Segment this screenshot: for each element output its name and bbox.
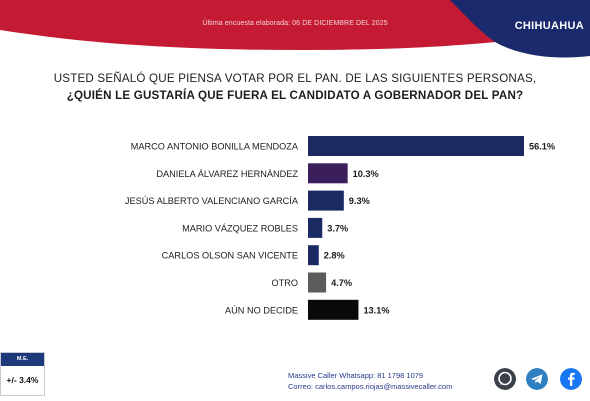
category-label: JESÚS ALBERTO VALENCIANO GARCÍA	[125, 196, 299, 206]
value-label: 56.1%	[529, 142, 555, 152]
question-line-2: ¿QUIÉN LE GUSTARÍA QUE FUERA EL CANDIDAT…	[66, 89, 524, 102]
bar	[308, 217, 323, 238]
value-label: 2.8%	[324, 251, 345, 261]
value-label: 13.1%	[363, 305, 389, 315]
state-label: CHIHUAHUA	[514, 20, 584, 32]
category-label: AÚN NO DECIDE	[225, 305, 298, 315]
category-label: OTRO	[271, 278, 298, 288]
bar	[308, 190, 344, 211]
whatsapp-contact: Massive Caller Whatsapp: 81 1798 1079	[288, 371, 424, 380]
whatsapp-icon[interactable]	[494, 368, 516, 390]
margin-of-error-value: +/- 3.4%	[6, 375, 39, 385]
value-label: 4.7%	[331, 278, 352, 288]
margin-of-error-label: M.E.	[1, 353, 44, 366]
value-label: 3.7%	[327, 223, 348, 233]
margin-of-error-box: M.E. +/- 3.4%	[0, 352, 45, 396]
email-contact: Correo: carlos.campos.riojas@massivecall…	[288, 382, 453, 391]
bar	[308, 136, 524, 156]
bar	[308, 245, 319, 266]
bar	[308, 299, 359, 320]
category-label: MARIO VÁZQUEZ ROBLES	[182, 223, 298, 233]
question-line-1: USTED SEÑALÓ QUE PIENSA VOTAR POR EL PAN…	[53, 72, 537, 85]
category-label: CARLOS OLSON SAN VICENTE	[162, 251, 298, 261]
survey-date: Última encuesta elaborada: 06 DE DICIEMB…	[202, 20, 388, 27]
bar	[308, 272, 327, 293]
value-label: 10.3%	[353, 169, 379, 179]
bar	[308, 163, 348, 184]
category-label: MARCO ANTONIO BONILLA MENDOZA	[131, 142, 299, 152]
category-label: DANIELA ÁLVAREZ HERNÁNDEZ	[156, 169, 298, 179]
value-label: 9.3%	[349, 196, 370, 206]
header-banner	[0, 0, 590, 58]
telegram-icon[interactable]	[526, 368, 548, 390]
facebook-icon[interactable]	[560, 368, 582, 390]
